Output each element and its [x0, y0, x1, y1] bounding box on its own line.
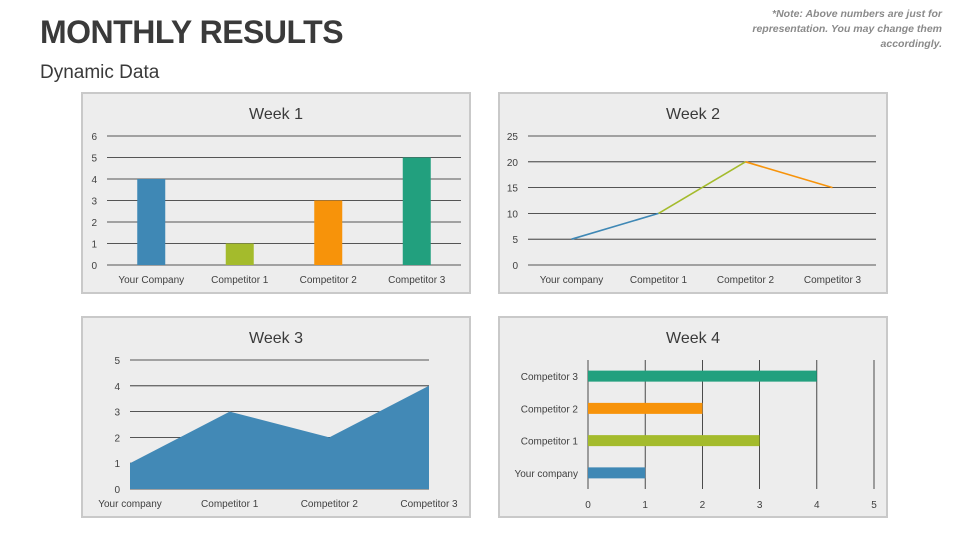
week4-x-tick-label: 1	[642, 500, 648, 511]
week4-bar	[588, 435, 760, 447]
week4-chart: Week 4 0 1 2 3 4 5 Your company Competitor 1 Comp…	[514, 330, 877, 511]
week2-line-segment	[658, 161, 746, 215]
week2-chart-title: Week 2	[666, 106, 720, 123]
week2-line-segment	[571, 212, 659, 240]
week3-x-tick-label: Competitor 1	[201, 499, 259, 510]
disclaimer-note: *Note: Above numbers are just for repres…	[752, 8, 942, 50]
week1-bar	[402, 157, 431, 265]
week4-x-tick-label: 0	[585, 500, 591, 511]
week1-y-tick-label: 2	[91, 218, 97, 229]
week3-chart-title: Week 3	[249, 330, 303, 347]
week4-x-tick-label: 5	[871, 500, 877, 511]
week2-line-segment	[745, 161, 833, 189]
week4-chart-panel: Week 4 0 1 2 3 4 5 Your company Competitor 1 Comp…	[498, 316, 888, 518]
week1-y-tick-label: 6	[91, 132, 97, 143]
slide-subtitle: Dynamic Data	[40, 62, 160, 83]
week1-chart: Week 1 0 1 2 3 4 5 6 Your Company Competitor 1 Com…	[91, 106, 461, 286]
week4-bar	[588, 467, 646, 479]
week3-chart-panel: Week 3 0 1 2 3 4 5 Your company Competitor 1 Comp…	[81, 316, 471, 518]
week3-y-tick-label: 1	[114, 459, 120, 470]
week1-chart-panel: Week 1 0 1 2 3 4 5 6 Your Company Competitor 1 Com…	[81, 92, 471, 294]
week4-x-tick-label: 4	[814, 500, 820, 511]
week3-x-tick-label: Competitor 2	[301, 499, 359, 510]
week1-x-tick-label: Competitor 3	[388, 275, 446, 286]
week4-y-tick-label: Competitor 1	[521, 437, 579, 448]
week2-x-tick-label: Your company	[540, 275, 604, 286]
slide-title: MONTHLY RESULTS	[40, 14, 344, 50]
week3-y-tick-label: 0	[114, 485, 120, 496]
week2-x-tick-label: Competitor 1	[630, 275, 688, 286]
week1-y-tick-label: 4	[91, 175, 97, 186]
week1-bar	[137, 179, 166, 265]
week1-y-tick-label: 1	[91, 240, 97, 251]
week3-chart: Week 3 0 1 2 3 4 5 Your company Competitor 1 Comp…	[98, 330, 458, 510]
week2-chart: Week 2 0 5 10 15 20 25 Your company Competitor 1…	[507, 106, 876, 286]
week2-y-tick-label: 20	[507, 158, 519, 169]
week4-y-tick-label: Competitor 2	[521, 404, 579, 415]
week2-y-tick-label: 15	[507, 184, 519, 195]
week3-y-tick-label: 2	[114, 433, 120, 444]
week4-y-tick-label: Your company	[514, 469, 578, 480]
week1-x-tick-label: Competitor 2	[300, 275, 358, 286]
week4-x-tick-label: 3	[757, 500, 763, 511]
week1-bar	[314, 200, 343, 265]
week4-chart-title: Week 4	[666, 330, 720, 347]
week2-x-tick-label: Competitor 2	[717, 275, 775, 286]
week2-y-tick-label: 10	[507, 209, 519, 220]
week3-x-tick-label: Your company	[98, 499, 162, 510]
week2-y-tick-label: 25	[507, 132, 519, 143]
week2-chart-panel: Week 2 0 5 10 15 20 25 Your company Competitor 1…	[498, 92, 888, 294]
week2-x-tick-label: Competitor 3	[804, 275, 862, 286]
week4-y-tick-label: Competitor 3	[521, 372, 579, 383]
week3-y-tick-label: 5	[114, 356, 120, 367]
week3-area	[130, 385, 429, 489]
week1-y-tick-label: 0	[91, 261, 97, 272]
week1-chart-title: Week 1	[249, 106, 303, 123]
week2-y-tick-label: 0	[512, 261, 518, 272]
week2-y-tick-label: 5	[512, 235, 518, 246]
week1-y-tick-label: 3	[91, 197, 97, 208]
week3-y-tick-label: 4	[114, 382, 120, 393]
week3-y-tick-label: 3	[114, 408, 120, 419]
week1-x-tick-label: Your Company	[118, 275, 184, 286]
week4-bar	[588, 370, 817, 382]
week1-y-tick-label: 5	[91, 154, 97, 165]
week1-x-tick-label: Competitor 1	[211, 275, 269, 286]
week1-bar	[225, 243, 254, 265]
week4-x-tick-label: 2	[700, 500, 706, 511]
week4-bar	[588, 402, 703, 414]
week3-x-tick-label: Competitor 3	[400, 499, 458, 510]
